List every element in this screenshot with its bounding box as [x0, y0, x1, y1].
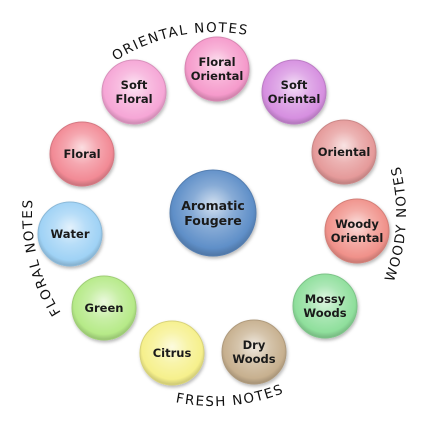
- note-citrus: Citrus: [139, 320, 205, 386]
- note-dry-woods-circle: [221, 319, 287, 385]
- center-note: Aromatic Fougere: [169, 169, 257, 257]
- note-soft-floral: Soft Floral: [101, 59, 167, 125]
- note-floral-circle: [49, 121, 115, 187]
- note-green: Green: [71, 275, 137, 341]
- center-aromatic-fougere-circle: [169, 169, 257, 257]
- note-floral-oriental-circle: [184, 36, 250, 102]
- note-green-circle: [71, 275, 137, 341]
- note-citrus-circle: [139, 320, 205, 386]
- note-soft-floral-circle: [101, 59, 167, 125]
- note-woody-oriental: Woody Oriental: [324, 198, 390, 264]
- note-soft-oriental-label: Soft Oriental: [268, 78, 321, 106]
- note-soft-oriental: Soft Oriental: [261, 59, 327, 125]
- note-floral: Floral: [49, 121, 115, 187]
- note-oriental: Oriental: [311, 119, 377, 185]
- note-mossy-woods-label: Mossy Woods: [303, 292, 346, 320]
- note-mossy-woods: Mossy Woods: [292, 273, 358, 339]
- note-floral-label: Floral: [63, 147, 100, 161]
- note-citrus-label: Citrus: [153, 346, 192, 360]
- note-bubbles: Floral Oriental Soft Oriental Oriental Woody O…: [37, 36, 390, 386]
- note-woody-oriental-label: Woody Oriental: [331, 217, 384, 245]
- note-soft-oriental-circle: [261, 59, 327, 125]
- note-mossy-woods-circle: [292, 273, 358, 339]
- note-water: Water: [37, 201, 103, 267]
- note-green-label: Green: [85, 301, 124, 315]
- note-water-circle: [37, 201, 103, 267]
- note-oriental-circle: [311, 119, 377, 185]
- center-aromatic-fougere: Aromatic Fougere: [169, 169, 257, 257]
- fresh-notes-label: FRESH NOTES: [175, 381, 287, 410]
- center-aromatic-fougere-label: Aromatic Fougere: [181, 198, 245, 228]
- note-soft-floral-label: Soft Floral: [115, 78, 152, 106]
- note-water-label: Water: [50, 227, 89, 241]
- note-woody-oriental-circle: [324, 198, 390, 264]
- note-floral-oriental-label: Floral Oriental: [191, 55, 244, 83]
- note-dry-woods: Dry Woods: [221, 319, 287, 385]
- note-floral-oriental: Floral Oriental: [184, 36, 250, 102]
- note-dry-woods-label: Dry Woods: [232, 338, 275, 366]
- note-oriental-label: Oriental: [318, 145, 371, 159]
